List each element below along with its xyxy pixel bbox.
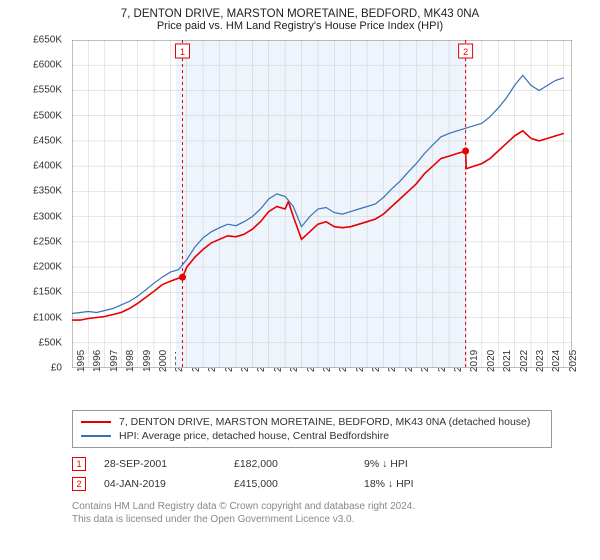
- event-date: 04-JAN-2019: [104, 478, 234, 490]
- footer-line2: This data is licensed under the Open Gov…: [72, 513, 584, 526]
- y-axis-label: £200K: [33, 262, 62, 273]
- legend-label: 7, DENTON DRIVE, MARSTON MORETAINE, BEDF…: [119, 416, 530, 428]
- y-axis-label: £500K: [33, 110, 62, 121]
- event-badge: 2: [72, 477, 86, 491]
- event-date: 28-SEP-2001: [104, 458, 234, 470]
- svg-text:1: 1: [180, 47, 185, 57]
- line-chart: 12: [72, 40, 572, 368]
- y-axis-label: £300K: [33, 211, 62, 222]
- y-axis-label: £150K: [33, 287, 62, 298]
- event-delta: 9% ↓ HPI: [364, 458, 494, 470]
- y-axis-label: £250K: [33, 236, 62, 247]
- y-axis-label: £100K: [33, 312, 62, 323]
- chart-title: 7, DENTON DRIVE, MARSTON MORETAINE, BEDF…: [16, 8, 584, 20]
- svg-text:2: 2: [463, 47, 468, 57]
- y-axis-label: £400K: [33, 161, 62, 172]
- chart-subtitle: Price paid vs. HM Land Registry's House …: [16, 20, 584, 32]
- y-axis-label: £650K: [33, 35, 62, 46]
- event-table: 1 28-SEP-2001£182,0009% ↓ HPI 2 04-JAN-2019…: [72, 454, 552, 494]
- footer-line1: Contains HM Land Registry data © Crown c…: [72, 500, 584, 513]
- legend-swatch: [81, 421, 111, 423]
- event-price: £415,000: [234, 478, 364, 490]
- y-axis-label: £550K: [33, 85, 62, 96]
- event-badge: 1: [72, 457, 86, 471]
- y-axis-label: £350K: [33, 186, 62, 197]
- legend: 7, DENTON DRIVE, MARSTON MORETAINE, BEDF…: [72, 410, 552, 448]
- y-axis-label: £50K: [39, 337, 62, 348]
- y-axis-label: £0: [51, 363, 62, 374]
- legend-label: HPI: Average price, detached house, Cent…: [119, 430, 389, 442]
- event-delta: 18% ↓ HPI: [364, 478, 494, 490]
- event-price: £182,000: [234, 458, 364, 470]
- chart-area: £0 £50K £100K £150K £200K £250K £300K £350K £400…: [24, 40, 584, 400]
- event-row: 1 28-SEP-2001£182,0009% ↓ HPI: [72, 454, 552, 474]
- legend-item: 7, DENTON DRIVE, MARSTON MORETAINE, BEDF…: [81, 415, 543, 429]
- event-row: 2 04-JAN-2019£415,00018% ↓ HPI: [72, 474, 552, 494]
- y-axis-label: £600K: [33, 60, 62, 71]
- legend-swatch: [81, 435, 111, 437]
- y-axis-label: £450K: [33, 135, 62, 146]
- footer-attribution: Contains HM Land Registry data © Crown c…: [72, 500, 584, 526]
- legend-item: HPI: Average price, detached house, Cent…: [81, 429, 543, 443]
